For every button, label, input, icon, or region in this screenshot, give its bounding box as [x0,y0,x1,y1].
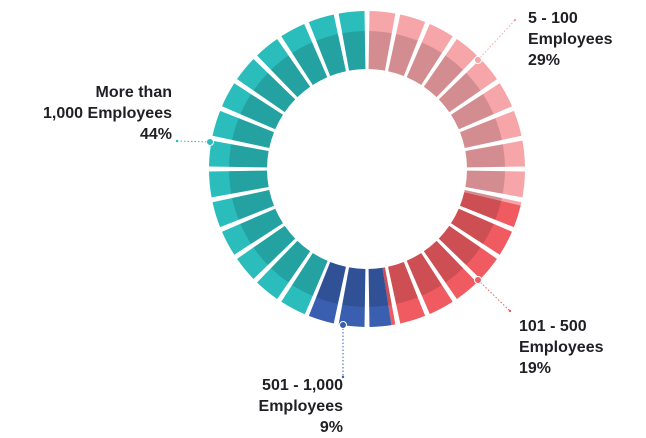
donut-segment-20-slice-3-shade [253,225,296,266]
donut-segment-2-slice-0 [406,24,453,85]
donut-segment-29-slice-3 [281,24,328,85]
donut-segment-27-slice-3-shade [253,72,296,113]
donut-segment-9-slice-1 [459,192,521,228]
donut-segment-16-slice-2 [338,267,366,327]
donut-segment-27-slice-3 [237,59,296,113]
leader-501-1000-dot [339,321,347,329]
donut-segment-6-slice-0 [459,110,522,148]
donut-segment-2-slice-0-shade [406,42,442,85]
donut-segment-18-slice-3 [281,253,328,315]
donut-segment-3-slice-0 [423,39,477,98]
donut-segment-14-slice-1-shade [388,261,418,304]
slice-label-5-100: 5 - 100 Employees 29% [528,8,612,71]
donut-segment-30-slice-3-shade [316,34,346,77]
donut-segment-10-slice-1 [451,208,512,255]
leader-101-500-line [477,279,511,312]
donut-segment-24-slice-3 [209,140,269,168]
donut-segment-21-slice-3 [222,208,283,255]
donut-segment-26-slice-3 [222,83,283,130]
donut-segment-30-slice-3 [308,14,346,77]
donut-segment-26-slice-3-shade [240,94,283,130]
slice-label-1000-plus-name-1: More than [95,84,172,101]
donut-segment-9-slice-0 [464,190,522,206]
donut-segment-1-slice-0-shade [388,34,418,77]
leader-501-1000-tip [341,375,345,379]
slice-label-101-500-name-1: 101 - 500 [519,318,587,335]
donut-segment-16-slice-2-shade [342,267,366,307]
donut-segment-6-slice-0-shade [459,118,502,148]
leader-5-100-dot [474,56,482,64]
slice-label-101-500-percent: 19% [519,360,552,377]
donut-segment-13-slice-1 [406,253,453,314]
leader-1000-plus-tip [175,139,179,143]
leader-5-100-line [477,19,516,61]
donut-segment-7-slice-0-shade [465,144,505,168]
donut-segment-29-slice-3-shade [292,42,328,85]
donut-segment-7-slice-0 [465,140,525,168]
donut-segment-9-slice-1-shade [459,192,502,220]
slice-label-501-1000-name-2: Employees [258,398,343,415]
donut-segment-25-slice-3-shade [232,118,275,148]
donut-segment-20-slice-3 [237,225,296,279]
slice-label-501-1000: 501 - 1,000 Employees 9% [259,375,343,438]
donut-segment-9-slice-0-shade [464,190,502,201]
leader-1000-plus-dot [206,138,214,146]
donut-segment-3-slice-0-shade [423,55,464,98]
donut-segment-5-slice-0 [451,83,512,130]
slice-label-1000-plus-percent: 44% [139,126,172,143]
donut-segments [209,11,525,327]
donut-segment-19-slice-3-shade [270,240,311,283]
donut-segment-15-slice-2-shade [368,267,389,307]
donut-segment-23-slice-3-shade [229,170,269,194]
donut-segment-22-slice-3-shade [232,190,275,220]
donut-segment-22-slice-3 [212,190,275,228]
slice-label-501-1000-percent: 9% [319,419,343,436]
leader-101-500-tip [508,309,512,313]
donut-segment-0-slice-0-shade [368,31,392,71]
slice-label-501-1000-name-1: 501 - 1,000 [262,377,343,394]
donut-segment-24-slice-3-shade [229,144,269,168]
donut-segment-12-slice-1-shade [423,240,464,283]
donut-segment-1-slice-0 [388,14,426,77]
donut-segment-25-slice-3 [212,110,275,148]
donut-segment-17-slice-2 [308,261,346,324]
slice-label-5-100-percent: 29% [528,52,561,69]
donut-segment-5-slice-0-shade [451,94,494,130]
slice-label-5-100-name-1: 5 - 100 [528,10,578,27]
donut-segment-11-slice-1 [438,225,497,279]
donut-segment-18-slice-3-shade [292,253,328,296]
donut-segment-13-slice-1-shade [406,253,442,296]
donut-segment-14-slice-1 [388,261,426,324]
donut-segment-15-slice-1-shade [382,267,392,306]
slice-label-101-500-name-2: Employees [519,339,604,356]
donut-segment-4-slice-0-shade [438,72,481,113]
leader-1000-plus-line [176,140,211,143]
donut-segment-17-slice-2-shade [316,261,346,304]
donut-segment-11-slice-1-shade [438,225,481,266]
donut-segment-19-slice-3 [257,240,311,299]
donut-segment-0-slice-0 [368,11,396,71]
donut-segment-31-slice-3-shade [342,31,366,71]
donut-segment-8-slice-0 [465,170,525,198]
donut-segment-15-slice-1 [382,267,396,326]
donut-segment-21-slice-3-shade [240,208,283,244]
slice-label-1000-plus: More than 1,000 Employees 44% [43,82,172,145]
slice-label-5-100-name-2: Employees [528,31,613,48]
donut-segment-10-slice-1-shade [451,208,494,244]
donut-segment-23-slice-3 [209,170,269,198]
donut-segment-28-slice-3 [257,39,311,98]
donut-segment-12-slice-1 [423,240,477,299]
slice-label-1000-plus-name-2: 1,000 Employees [43,105,172,122]
leader-5-100-tip [513,18,517,22]
donut-segment-31-slice-3 [338,11,366,71]
slice-label-101-500: 101 - 500 Employees 19% [519,316,603,379]
donut-segment-28-slice-3-shade [270,55,311,98]
donut-segment-15-slice-2 [368,267,392,327]
donut-segment-4-slice-0 [438,59,497,113]
leader-101-500-dot [474,276,482,284]
donut-segment-8-slice-0-shade [465,170,505,194]
